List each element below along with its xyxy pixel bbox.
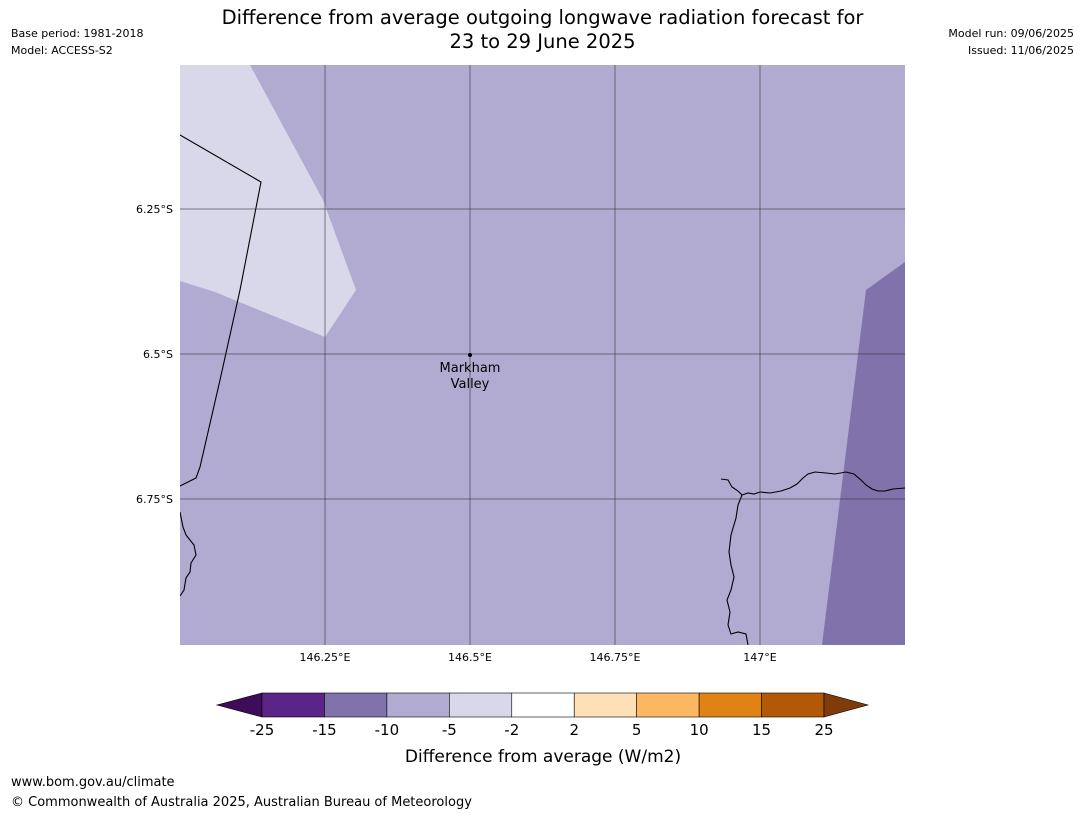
colorbar: -25 -15 -10 -5 -2 2 5 10 15 25 xyxy=(215,692,870,739)
colorbar-tick-label: 25 xyxy=(814,721,833,739)
lon-label: 146.25°E xyxy=(300,651,351,664)
lat-label: 6.5°S xyxy=(143,348,173,361)
coastline-east xyxy=(720,471,905,496)
anomaly-region-dark xyxy=(822,262,905,645)
coastline-west xyxy=(180,511,197,597)
colorbar-extend-low xyxy=(215,692,263,718)
anomaly-region-light xyxy=(180,65,356,337)
colorbar-tick-label: 10 xyxy=(690,721,709,739)
colorbar-tick-label: 15 xyxy=(752,721,771,739)
base-period-text: Base period: 1981-2018 xyxy=(11,27,144,40)
issued-text: Issued: 11/06/2025 xyxy=(967,44,1074,57)
colorbar-segment xyxy=(511,692,575,718)
lon-label: 147°E xyxy=(743,651,776,664)
footer-copyright: © Commonwealth of Australia 2025, Austra… xyxy=(11,795,472,810)
model-run-text: Model run: 09/06/2025 xyxy=(948,27,1074,40)
river-line xyxy=(726,494,749,645)
colorbar-tick-label: -25 xyxy=(250,721,275,739)
gridlines xyxy=(180,65,905,645)
model-text: Model: ACCESS-S2 xyxy=(11,44,113,57)
place-label-line-1: Markham xyxy=(440,361,501,376)
lat-label: 6.75°S xyxy=(136,493,173,506)
map-panel xyxy=(180,65,905,645)
border-line xyxy=(180,134,262,487)
lon-label: 146.75°E xyxy=(590,651,641,664)
colorbar-tick-label: -2 xyxy=(504,721,519,739)
lat-label: 6.25°S xyxy=(136,203,173,216)
colorbar-tick-label: 5 xyxy=(632,721,642,739)
colorbar-tick-label: 2 xyxy=(569,721,579,739)
header-right-info: Model run: 09/06/2025 Issued: 11/06/2025 xyxy=(948,25,1074,59)
colorbar-label: Difference from average (W/m2) xyxy=(405,747,681,767)
footer-url: www.bom.gov.au/climate xyxy=(11,775,175,790)
colorbar-tick-label: -10 xyxy=(375,721,400,739)
colorbar-segment xyxy=(261,692,325,718)
place-label-line-2: Valley xyxy=(451,377,490,392)
title-line-2: 23 to 29 June 2025 xyxy=(449,30,636,53)
map-title: Difference from average outgoing longwav… xyxy=(0,6,1085,54)
colorbar-segment xyxy=(636,692,700,718)
colorbar-segment xyxy=(324,692,388,718)
colorbar-segment xyxy=(698,692,762,718)
colorbar-segment xyxy=(573,692,637,718)
colorbar-segment xyxy=(761,692,825,718)
colorbar-tick-label: -5 xyxy=(442,721,457,739)
latitude-labels: 6.25°S 6.5°S 6.75°S xyxy=(136,203,173,506)
header-left-info: Base period: 1981-2018 Model: ACCESS-S2 xyxy=(11,25,143,59)
colorbar-segment xyxy=(386,692,450,718)
colorbar-tick-label: -15 xyxy=(312,721,337,739)
markham-valley-marker xyxy=(468,353,472,357)
title-line-1: Difference from average outgoing longwav… xyxy=(221,6,864,29)
colorbar-segment xyxy=(449,692,513,718)
lon-label: 146.5°E xyxy=(448,651,492,664)
colorbar-extend-high xyxy=(823,692,870,718)
longitude-labels: 146.25°E 146.5°E 146.75°E 147°E xyxy=(300,651,777,664)
